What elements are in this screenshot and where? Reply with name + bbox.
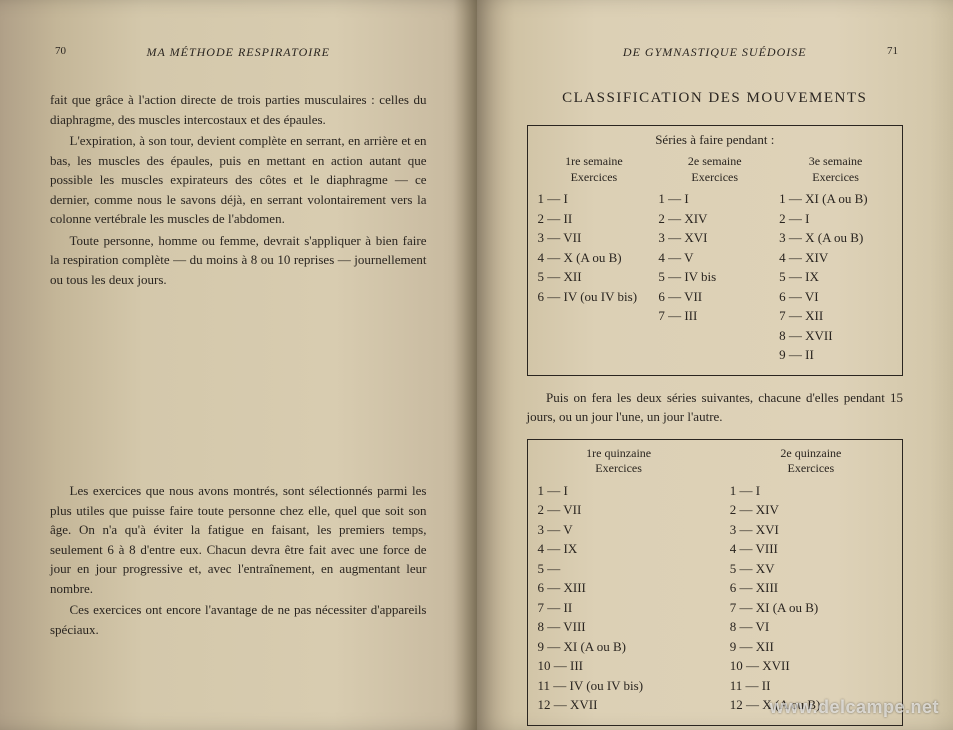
classification-title: CLASSIFICATION DES MOUVEMENTS — [527, 90, 904, 107]
exercise-row: 3 — X (A ou B) — [779, 228, 892, 248]
exercise-row: 10 — III — [538, 656, 700, 676]
col-head-line: 1re semaine — [565, 154, 623, 168]
para: L'expiration, à son tour, devient complè… — [50, 131, 427, 229]
exercise-row: 7 — III — [658, 306, 771, 326]
col-head: 2e semaine Exercices — [658, 154, 771, 185]
exercise-row: 4 — IX — [538, 539, 700, 559]
exercise-row: 3 — VII — [538, 228, 651, 248]
col-rows: 1 — I2 — XIV3 — XVI4 — VIII5 — XV6 — XII… — [730, 481, 892, 715]
exercise-row: 10 — XVII — [730, 656, 892, 676]
table-fortnight-series: 1re quinzaine Exercices 1 — I2 — VII3 — … — [527, 439, 904, 726]
col-head: 1re semaine Exercices — [538, 154, 651, 185]
exercise-row: 4 — XIV — [779, 248, 892, 268]
exercise-row: 4 — V — [658, 248, 771, 268]
left-page: 70 MA MÉTHODE RESPIRATOIRE fait que grâc… — [0, 0, 477, 730]
para: Les exercices que nous avons montrés, so… — [50, 481, 427, 598]
para: fait que grâce à l'action directe de tro… — [50, 90, 427, 129]
exercise-row: 1 — I — [658, 189, 771, 209]
table-col-1: 1re semaine Exercices 1 — I2 — II3 — VII… — [538, 154, 651, 365]
exercise-row: 8 — VI — [730, 617, 892, 637]
exercise-row: 2 — II — [538, 209, 651, 229]
exercise-row: 9 — II — [779, 345, 892, 365]
exercise-row: 4 — VIII — [730, 539, 892, 559]
col-head-line: Exercices — [691, 170, 738, 184]
exercise-row: 6 — VII — [658, 287, 771, 307]
exercise-row: 6 — XIII — [538, 578, 700, 598]
book-spread: 70 MA MÉTHODE RESPIRATOIRE fait que grâc… — [0, 0, 953, 730]
exercise-row: 2 — VII — [538, 500, 700, 520]
right-page: 71 DE GYMNASTIQUE SUÉDOISE CLASSIFICATIO… — [477, 0, 953, 730]
exercise-row: 5 — IV bis — [658, 267, 771, 287]
exercise-row: 7 — XI (A ou B) — [730, 598, 892, 618]
exercise-row: 1 — I — [538, 481, 700, 501]
col-head-line: Exercices — [812, 170, 859, 184]
para: Toute personne, homme ou femme, devrait … — [50, 231, 427, 290]
exercise-row: 2 — XIV — [658, 209, 771, 229]
col-rows: 1 — I2 — VII3 — V4 — IX5 —6 — XIII7 — II… — [538, 481, 700, 715]
exercise-row: 8 — XVII — [779, 326, 892, 346]
col-head: 1re quinzaine Exercices — [538, 446, 700, 477]
page-number-right: 71 — [887, 45, 898, 57]
exercise-row: 5 — XV — [730, 559, 892, 579]
exercise-row: 1 — I — [538, 189, 651, 209]
col-rows: 1 — I2 — XIV3 — XVI4 — V5 — IV bis6 — VI… — [658, 189, 771, 326]
exercise-row: 6 — IV (ou IV bis) — [538, 287, 651, 307]
exercise-row: 7 — II — [538, 598, 700, 618]
exercise-row: 4 — X (A ou B) — [538, 248, 651, 268]
exercise-row: 3 — V — [538, 520, 700, 540]
col-head-line: 3e semaine — [809, 154, 863, 168]
table-col-2: 2e semaine Exercices 1 — I2 — XIV3 — XVI… — [658, 154, 771, 365]
exercise-row: 6 — VI — [779, 287, 892, 307]
col-rows: 1 — I2 — II3 — VII4 — X (A ou B)5 — XII6… — [538, 189, 651, 306]
col-head: 3e semaine Exercices — [779, 154, 892, 185]
table-col-3: 3e semaine Exercices 1 — XI (A ou B)2 — … — [779, 154, 892, 365]
exercise-row: 9 — XI (A ou B) — [538, 637, 700, 657]
left-header: MA MÉTHODE RESPIRATOIRE — [50, 45, 427, 60]
exercise-row: 1 — XI (A ou B) — [779, 189, 892, 209]
page-number-left: 70 — [55, 45, 66, 57]
para: Ces exercices ont encore l'avantage de n… — [50, 600, 427, 639]
col-head-line: Exercices — [788, 461, 835, 475]
exercise-row: 2 — XIV — [730, 500, 892, 520]
exercise-row: 3 — XVI — [658, 228, 771, 248]
table-col-1: 1re quinzaine Exercices 1 — I2 — VII3 — … — [538, 446, 700, 715]
table-columns: 1re semaine Exercices 1 — I2 — II3 — VII… — [538, 154, 893, 365]
exercise-row: 11 — IV (ou IV bis) — [538, 676, 700, 696]
exercise-row: 5 — — [538, 559, 700, 579]
col-head-line: Exercices — [595, 461, 642, 475]
table-weekly-series: Séries à faire pendant : 1re semaine Exe… — [527, 125, 904, 376]
table-col-2: 2e quinzaine Exercices 1 — I2 — XIV3 — X… — [730, 446, 892, 715]
table-columns: 1re quinzaine Exercices 1 — I2 — VII3 — … — [538, 446, 893, 715]
exercise-row: 3 — XVI — [730, 520, 892, 540]
exercise-row: 5 — XII — [538, 267, 651, 287]
exercise-row: 5 — IX — [779, 267, 892, 287]
exercise-row: 11 — II — [730, 676, 892, 696]
blank-space — [50, 291, 427, 481]
watermark: www.delcampe.net — [770, 697, 939, 718]
col-head-line: 2e quinzaine — [780, 446, 841, 460]
exercise-row: 12 — XVII — [538, 695, 700, 715]
exercise-row: 7 — XII — [779, 306, 892, 326]
table-caption: Séries à faire pendant : — [538, 132, 893, 148]
col-head-line: Exercices — [571, 170, 618, 184]
col-rows: 1 — XI (A ou B)2 — I3 — X (A ou B)4 — XI… — [779, 189, 892, 365]
right-header: DE GYMNASTIQUE SUÉDOISE — [527, 45, 904, 60]
exercise-row: 6 — XIII — [730, 578, 892, 598]
exercise-row: 9 — XII — [730, 637, 892, 657]
exercise-row: 2 — I — [779, 209, 892, 229]
exercise-row: 8 — VIII — [538, 617, 700, 637]
intertext: Puis on fera les deux séries suivantes, … — [527, 388, 904, 427]
left-body: fait que grâce à l'action directe de tro… — [50, 90, 427, 639]
col-head-line: 1re quinzaine — [586, 446, 651, 460]
col-head: 2e quinzaine Exercices — [730, 446, 892, 477]
col-head-line: 2e semaine — [688, 154, 742, 168]
exercise-row: 1 — I — [730, 481, 892, 501]
